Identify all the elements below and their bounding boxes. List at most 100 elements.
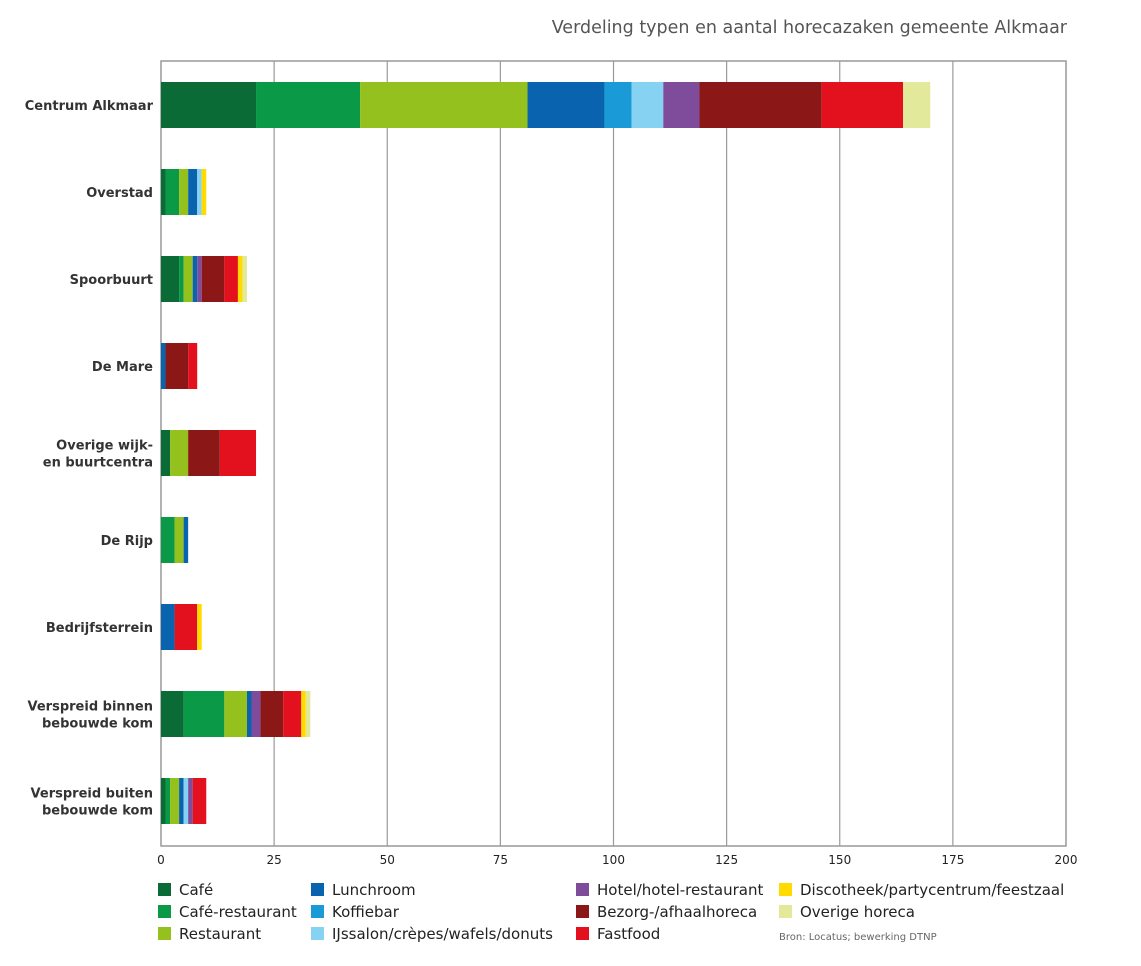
bar-segment bbox=[192, 256, 198, 302]
bar-segment bbox=[197, 169, 202, 215]
bar-segment bbox=[903, 82, 931, 128]
legend-label: Overige horeca bbox=[800, 903, 915, 921]
x-tick-label: 75 bbox=[493, 853, 508, 867]
bar-segment bbox=[188, 430, 220, 476]
category-label: Centrum Alkmaar bbox=[25, 99, 154, 114]
bar-segment bbox=[201, 169, 207, 215]
x-tick-label: 25 bbox=[266, 853, 281, 867]
bar-segment bbox=[301, 691, 306, 737]
bar-segment bbox=[192, 778, 207, 824]
legend-swatch bbox=[576, 883, 589, 896]
category-label: Overstad bbox=[86, 186, 153, 201]
bar-segment bbox=[174, 517, 184, 563]
bar-segment bbox=[224, 691, 247, 737]
bar-segment bbox=[161, 430, 171, 476]
legend-swatch bbox=[311, 927, 324, 940]
legend-label: Bezorg-/afhaalhoreca bbox=[597, 903, 757, 921]
bar-segment bbox=[237, 256, 243, 302]
bar-segment bbox=[165, 343, 189, 389]
legend-swatch bbox=[158, 883, 171, 896]
bar-segment bbox=[224, 256, 238, 302]
legend-swatch bbox=[158, 927, 171, 940]
bar-segment bbox=[174, 604, 198, 650]
legend-label: Discotheek/partycentrum/feestzaal bbox=[800, 881, 1064, 899]
category-label: Bedrijfsterrein bbox=[46, 621, 153, 636]
bar-segment bbox=[251, 691, 261, 737]
legend-swatch bbox=[779, 883, 792, 896]
bar-segment bbox=[183, 778, 189, 824]
legend-label: Restaurant bbox=[179, 925, 261, 943]
x-tick-label: 100 bbox=[602, 853, 625, 867]
bar-segment bbox=[188, 343, 198, 389]
bar-segment bbox=[821, 82, 904, 128]
bar-segment bbox=[260, 691, 284, 737]
category-labels: Centrum Alkmaar Overstad Spoorbuurt De Mare… bbox=[25, 99, 154, 819]
bar-segment bbox=[161, 691, 184, 737]
bar-segment bbox=[246, 691, 252, 737]
legend-swatch bbox=[158, 905, 171, 918]
legend-label: Fastfood bbox=[597, 925, 660, 943]
bar-segment bbox=[170, 430, 189, 476]
category-label: Verspreid binnen bebouwde kom bbox=[28, 700, 153, 732]
bar-segment bbox=[161, 517, 175, 563]
bar-segment bbox=[197, 256, 202, 302]
bar-segment bbox=[663, 82, 700, 128]
legend-label: Café-restaurant bbox=[179, 903, 297, 921]
gridlines bbox=[273, 61, 954, 846]
bar-segment bbox=[219, 430, 257, 476]
legend-label: IJssalon/crèpes/wafels/donuts bbox=[332, 925, 553, 943]
x-tick-label: 200 bbox=[1055, 853, 1078, 867]
x-tick-label: 50 bbox=[380, 853, 395, 867]
x-tick-label: 125 bbox=[715, 853, 738, 867]
bar-segment bbox=[183, 256, 193, 302]
category-label: Overige wijk-en buurtcentra bbox=[43, 439, 153, 471]
bar-segment bbox=[201, 256, 225, 302]
bar-segment bbox=[188, 778, 193, 824]
x-axis-tick-labels: 0 25 50 75 100 125 150 175 200 bbox=[157, 853, 1077, 867]
legend-swatch bbox=[779, 905, 792, 918]
legend-swatch bbox=[311, 905, 324, 918]
x-tick-label: 150 bbox=[828, 853, 851, 867]
legend-label: Koffiebar bbox=[332, 903, 400, 921]
bar-segment bbox=[256, 82, 361, 128]
chart-title: Verdeling typen en aantal horecazaken ge… bbox=[551, 18, 1067, 38]
x-tick-label: 175 bbox=[941, 853, 964, 867]
bar-segment bbox=[360, 82, 528, 128]
x-tick-label: 0 bbox=[157, 853, 165, 867]
bar-segment bbox=[161, 169, 166, 215]
category-label: Verspreid buiten bebouwde kom bbox=[31, 787, 153, 819]
bar-segment bbox=[305, 691, 311, 737]
bar-segment bbox=[161, 82, 257, 128]
bar-segment bbox=[170, 778, 180, 824]
legend: Café Café-restaurant Restaurant Lunchroom Ko… bbox=[158, 881, 1064, 943]
bar-segment bbox=[242, 256, 247, 302]
bar-segment bbox=[527, 82, 605, 128]
legend-swatch bbox=[311, 883, 324, 896]
bar-segment bbox=[161, 778, 166, 824]
bar-segment bbox=[283, 691, 302, 737]
bar-segment bbox=[183, 691, 225, 737]
legend-label: Lunchroom bbox=[332, 881, 416, 899]
bar-segment bbox=[183, 517, 189, 563]
bar-segment bbox=[161, 256, 180, 302]
bar-segment bbox=[604, 82, 632, 128]
category-label: Spoorbuurt bbox=[70, 273, 153, 288]
legend-swatch bbox=[576, 927, 589, 940]
bar-segment bbox=[631, 82, 664, 128]
bar-segment bbox=[188, 169, 198, 215]
bar-segment bbox=[165, 169, 180, 215]
bar-segment bbox=[699, 82, 822, 128]
category-label: De Rijp bbox=[101, 534, 153, 549]
bar-segment bbox=[161, 604, 175, 650]
bar-segment bbox=[179, 169, 189, 215]
category-label: De Mare bbox=[92, 360, 153, 375]
bar-segment bbox=[179, 256, 184, 302]
legend-swatch bbox=[576, 905, 589, 918]
source-note: Bron: Locatus; bewerking DTNP bbox=[779, 932, 937, 943]
legend-label: Hotel/hotel-restaurant bbox=[597, 881, 763, 899]
bar-segment bbox=[179, 778, 184, 824]
bar-segment bbox=[197, 604, 202, 650]
bar-segment bbox=[161, 343, 166, 389]
bar-segment bbox=[165, 778, 171, 824]
